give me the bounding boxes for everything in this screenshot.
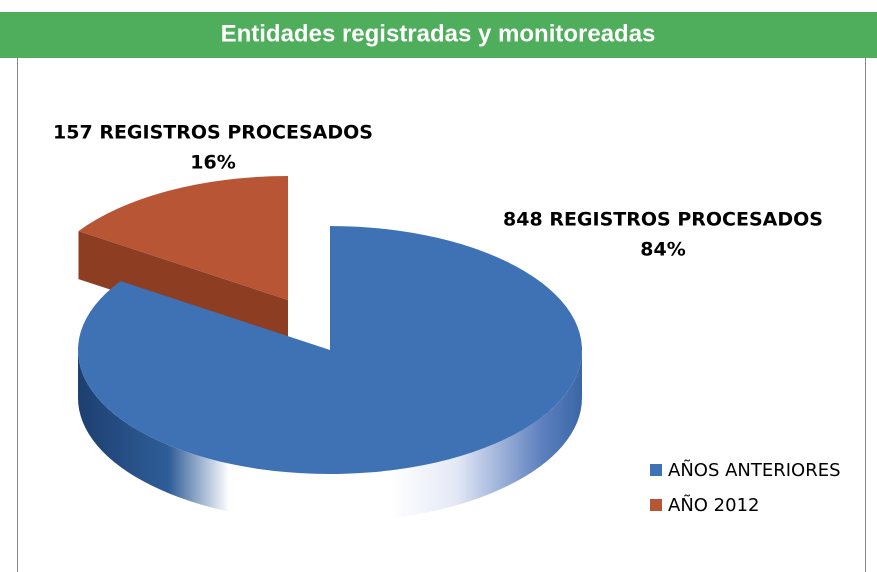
slice-side <box>78 350 582 522</box>
data-label: 848 REGISTROS PROCESADOS <box>503 209 823 231</box>
legend-label: AÑOS ANTERIORES <box>668 459 841 481</box>
legend-label: AÑO 2012 <box>668 494 759 516</box>
data-label-percent: 16% <box>190 152 235 174</box>
legend-swatch <box>650 499 662 511</box>
legend-swatch <box>650 464 662 476</box>
slice-side <box>78 231 289 348</box>
chart-title: Entidades registradas y monitoreadas <box>221 20 656 47</box>
slice <box>78 176 289 300</box>
pie-plot: 848 REGISTROS PROCESADOS 84% AÑOS ANTERIOR… <box>53 122 841 522</box>
data-label: 157 REGISTROS PROCESADOS <box>53 122 373 144</box>
title-bar <box>0 12 877 58</box>
slice <box>77 226 582 474</box>
data-label-percent: 84% <box>640 239 685 261</box>
